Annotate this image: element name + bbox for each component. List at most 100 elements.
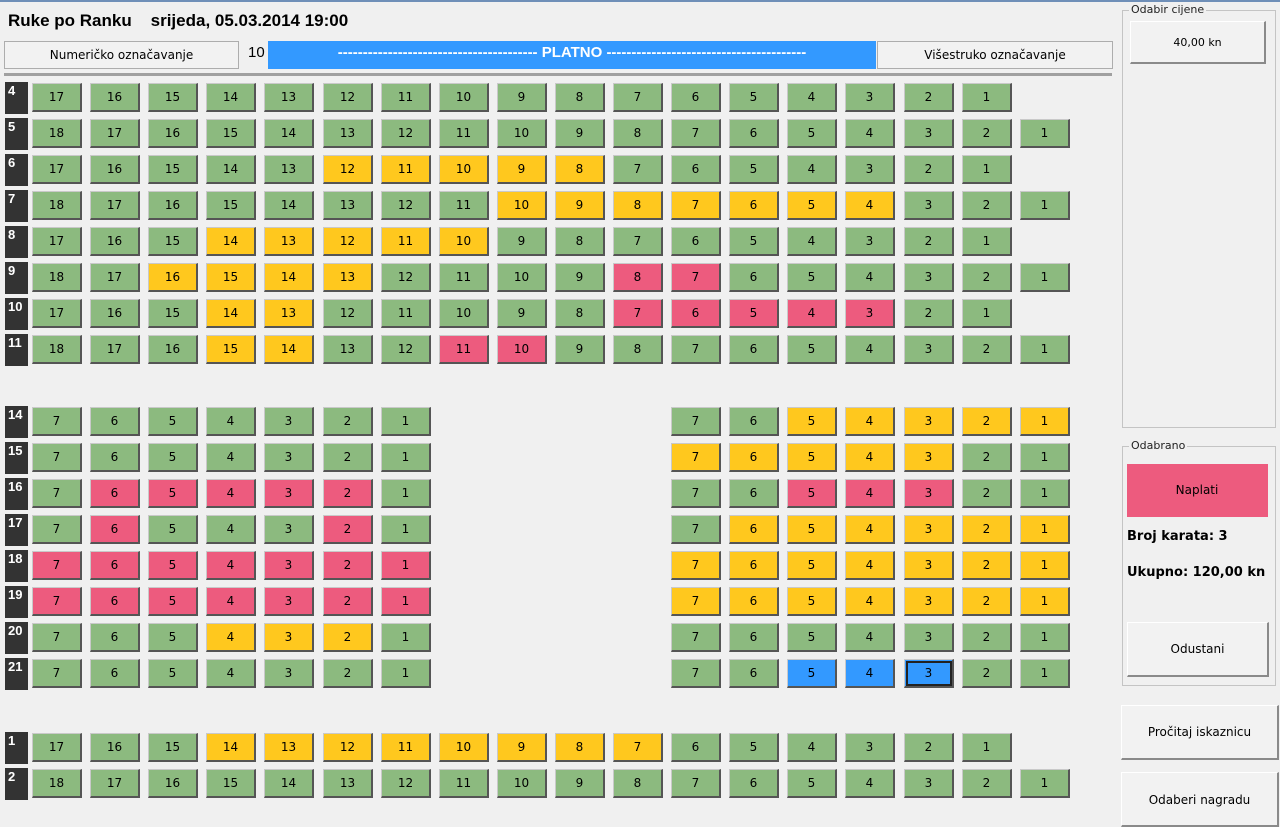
- seat-button[interactable]: 11: [439, 119, 489, 148]
- seat-button[interactable]: 17: [90, 769, 140, 798]
- seat-button[interactable]: 6: [729, 659, 779, 688]
- seat-button[interactable]: 2: [962, 263, 1012, 292]
- seat-button[interactable]: 2: [962, 407, 1012, 436]
- seat-button[interactable]: 13: [323, 263, 373, 292]
- seat-button[interactable]: 2: [323, 443, 373, 472]
- seat-button[interactable]: 7: [613, 733, 663, 762]
- seat-button[interactable]: 4: [845, 587, 895, 616]
- seat-button[interactable]: 6: [729, 119, 779, 148]
- seat-button[interactable]: 7: [671, 587, 721, 616]
- seat-button[interactable]: 15: [148, 155, 198, 184]
- seat-button[interactable]: 1: [1020, 407, 1070, 436]
- seat-button[interactable]: 3: [904, 623, 954, 652]
- seat-button[interactable]: 15: [148, 227, 198, 256]
- seat-button[interactable]: 3: [845, 83, 895, 112]
- seat-button[interactable]: 7: [671, 623, 721, 652]
- seat-button[interactable]: 7: [32, 551, 82, 580]
- seat-button[interactable]: 7: [613, 155, 663, 184]
- seat-button[interactable]: 2: [323, 551, 373, 580]
- seat-button[interactable]: 1: [962, 83, 1012, 112]
- seat-button[interactable]: 13: [264, 227, 314, 256]
- seat-button[interactable]: 3: [845, 733, 895, 762]
- seat-button[interactable]: 4: [845, 407, 895, 436]
- seat-button[interactable]: 4: [787, 299, 837, 328]
- seat-button[interactable]: 7: [671, 407, 721, 436]
- seat-button[interactable]: 14: [206, 155, 256, 184]
- seat-button[interactable]: 6: [729, 769, 779, 798]
- seat-button[interactable]: 5: [148, 515, 198, 544]
- seat-button[interactable]: 10: [497, 335, 547, 364]
- seat-button[interactable]: 4: [206, 407, 256, 436]
- seat-button[interactable]: 16: [90, 299, 140, 328]
- seat-button[interactable]: 14: [206, 83, 256, 112]
- seat-button[interactable]: 3: [845, 299, 895, 328]
- seat-button[interactable]: 4: [206, 551, 256, 580]
- seat-button[interactable]: 11: [439, 191, 489, 220]
- seat-button[interactable]: 10: [497, 191, 547, 220]
- seat-button[interactable]: 15: [206, 119, 256, 148]
- seat-button[interactable]: 8: [555, 155, 605, 184]
- seat-button[interactable]: 1: [962, 299, 1012, 328]
- seat-button[interactable]: 3: [904, 443, 954, 472]
- seat-button[interactable]: 5: [787, 263, 837, 292]
- seat-button[interactable]: 1: [381, 479, 431, 508]
- seat-button[interactable]: 17: [32, 83, 82, 112]
- seat-button[interactable]: 3: [264, 515, 314, 544]
- seat-button[interactable]: 6: [729, 443, 779, 472]
- seat-button[interactable]: 5: [787, 119, 837, 148]
- seat-button[interactable]: 6: [671, 227, 721, 256]
- seat-button[interactable]: 6: [90, 407, 140, 436]
- seat-button[interactable]: 3: [264, 623, 314, 652]
- seat-button[interactable]: 8: [555, 83, 605, 112]
- seat-button[interactable]: 7: [613, 227, 663, 256]
- seat-button[interactable]: 5: [787, 769, 837, 798]
- seat-button[interactable]: 9: [497, 155, 547, 184]
- seat-button[interactable]: 6: [729, 263, 779, 292]
- seat-button[interactable]: 17: [32, 155, 82, 184]
- seat-button[interactable]: 2: [962, 119, 1012, 148]
- seat-button[interactable]: 17: [32, 227, 82, 256]
- seat-button[interactable]: 3: [264, 443, 314, 472]
- seat-button[interactable]: 9: [555, 263, 605, 292]
- seat-button[interactable]: 3: [904, 769, 954, 798]
- seat-button[interactable]: 11: [381, 299, 431, 328]
- seat-button[interactable]: 14: [264, 263, 314, 292]
- seat-button[interactable]: 6: [90, 479, 140, 508]
- seat-button[interactable]: 2: [323, 659, 373, 688]
- seat-button[interactable]: 12: [381, 263, 431, 292]
- seat-button[interactable]: 17: [32, 733, 82, 762]
- seat-button[interactable]: 14: [206, 733, 256, 762]
- seat-button[interactable]: 4: [845, 119, 895, 148]
- seat-button[interactable]: 6: [729, 191, 779, 220]
- seat-button[interactable]: 3: [904, 119, 954, 148]
- seat-button[interactable]: 15: [206, 263, 256, 292]
- seat-button[interactable]: 7: [32, 407, 82, 436]
- seat-button[interactable]: 5: [787, 335, 837, 364]
- seat-button[interactable]: 10: [439, 83, 489, 112]
- seat-button[interactable]: 7: [32, 515, 82, 544]
- seat-button[interactable]: 12: [323, 299, 373, 328]
- seat-button[interactable]: 18: [32, 769, 82, 798]
- seat-button[interactable]: 2: [962, 623, 1012, 652]
- seat-button[interactable]: 12: [381, 335, 431, 364]
- seat-button[interactable]: 13: [323, 119, 373, 148]
- price-button[interactable]: 40,00 kn: [1130, 21, 1266, 64]
- seat-button[interactable]: 2: [323, 515, 373, 544]
- seat-button[interactable]: 13: [323, 335, 373, 364]
- seat-button[interactable]: 7: [671, 479, 721, 508]
- seat-button[interactable]: 5: [787, 623, 837, 652]
- seat-button[interactable]: 5: [148, 479, 198, 508]
- seat-button[interactable]: 4: [787, 733, 837, 762]
- seat-button[interactable]: 15: [206, 191, 256, 220]
- seat-button[interactable]: 16: [148, 335, 198, 364]
- seat-button[interactable]: 9: [497, 733, 547, 762]
- seat-button[interactable]: 9: [555, 191, 605, 220]
- seat-button[interactable]: 10: [497, 263, 547, 292]
- seat-button[interactable]: 2: [904, 299, 954, 328]
- seat-button[interactable]: 11: [439, 335, 489, 364]
- seat-button[interactable]: 8: [613, 191, 663, 220]
- seat-button[interactable]: 3: [264, 551, 314, 580]
- seat-button[interactable]: 16: [148, 191, 198, 220]
- seat-button[interactable]: 2: [904, 227, 954, 256]
- seat-button[interactable]: 1: [381, 515, 431, 544]
